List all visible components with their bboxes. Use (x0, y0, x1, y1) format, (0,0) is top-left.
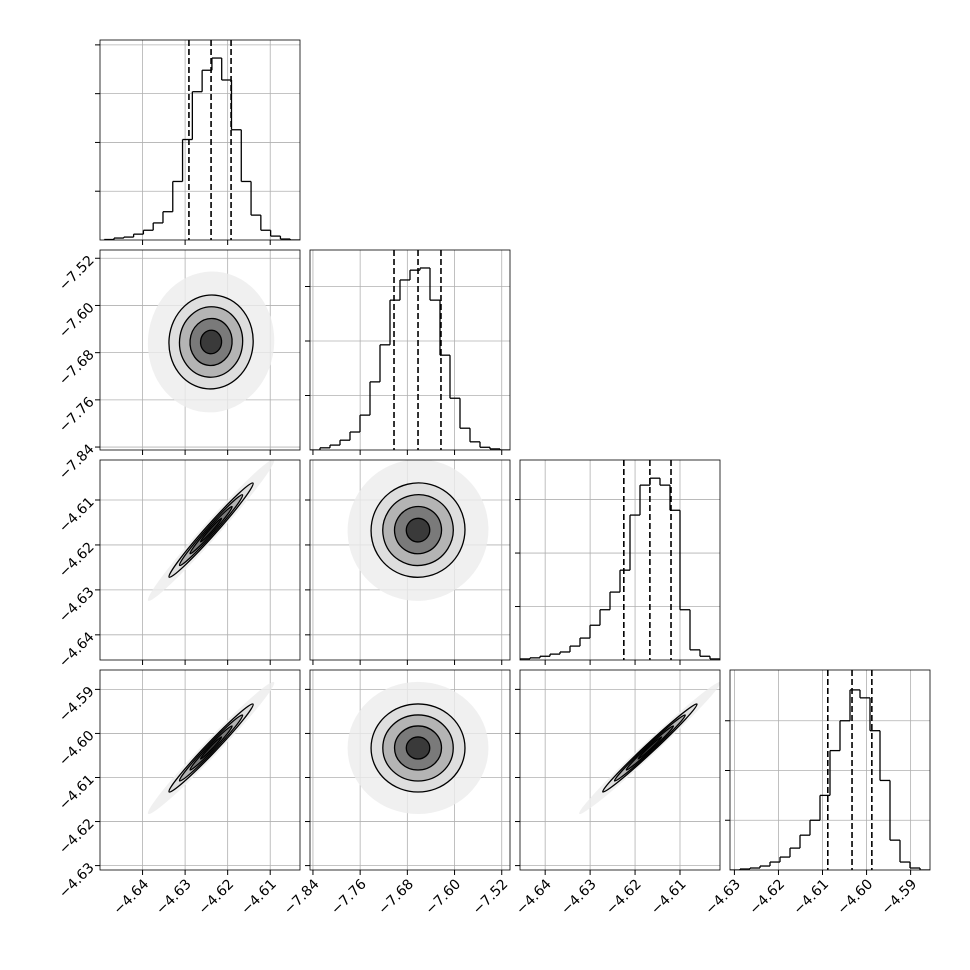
y-tick-label: −7.76 (56, 394, 98, 436)
panel-frame (99, 669, 301, 871)
panel-frame (99, 39, 301, 241)
x-tick-label: −4.63 (558, 876, 600, 918)
contour (199, 329, 223, 355)
contour (199, 517, 223, 543)
x-tick-label: −7.84 (281, 876, 323, 918)
grid (310, 250, 510, 450)
x-tick-label: −4.62 (603, 876, 645, 918)
grid (100, 460, 300, 660)
contour (199, 736, 223, 760)
y-tick-label: −4.62 (56, 539, 98, 581)
x-tick-label: −4.62 (746, 876, 788, 918)
panel-frame (729, 669, 931, 871)
y-tick-label: −4.63 (56, 860, 98, 902)
y-tick-label: −4.59 (56, 684, 98, 726)
y-tick-label: −4.61 (56, 772, 98, 814)
y-tick-label: −4.62 (56, 816, 98, 858)
y-tick-label: −7.68 (56, 347, 98, 389)
x-tick-label: −7.76 (328, 876, 370, 918)
panel-body (730, 670, 930, 870)
x-tick-label: −4.60 (835, 876, 877, 918)
x-tick-label: −4.64 (513, 876, 555, 918)
panel-body (310, 250, 510, 450)
x-tick-label: −4.64 (111, 876, 153, 918)
panel-frame (99, 249, 301, 451)
y-tick-label: −7.84 (56, 441, 98, 483)
y-tick-label: −4.64 (56, 629, 98, 671)
panel-body (147, 271, 275, 413)
y-tick-label: −4.61 (56, 494, 98, 536)
panel-frame (309, 669, 511, 871)
x-tick-label: −4.63 (702, 876, 744, 918)
panel-frame (309, 249, 511, 451)
panel-frame (309, 459, 511, 661)
panel-body (579, 681, 720, 815)
x-tick-label: −7.68 (375, 876, 417, 918)
y-tick-label: −7.52 (56, 253, 98, 295)
contour (637, 736, 663, 760)
x-tick-label: −4.61 (791, 876, 833, 918)
grid (730, 670, 930, 870)
x-tick-label: −4.62 (196, 876, 238, 918)
panel-frame (519, 669, 721, 871)
y-tick-label: −4.63 (56, 584, 98, 626)
panel-frame (99, 459, 301, 661)
panel-body (347, 681, 489, 815)
x-tick-label: −4.63 (153, 876, 195, 918)
panel-body (520, 460, 720, 660)
panel-frame (519, 459, 721, 661)
y-tick-label: −4.60 (56, 728, 98, 770)
panel-body (103, 40, 300, 240)
x-tick-label: −7.52 (470, 876, 512, 918)
x-tick-label: −4.59 (879, 876, 921, 918)
panel-body (147, 460, 275, 601)
panel-body (147, 681, 275, 815)
x-tick-label: −7.60 (423, 876, 465, 918)
grid (100, 40, 300, 240)
x-tick-label: −4.61 (238, 876, 280, 918)
grid (520, 460, 720, 660)
contour (405, 736, 431, 760)
panel-body (347, 460, 489, 601)
grid (520, 670, 720, 870)
contour (405, 517, 431, 543)
y-tick-label: −7.60 (56, 300, 98, 342)
x-tick-label: −4.61 (648, 876, 690, 918)
